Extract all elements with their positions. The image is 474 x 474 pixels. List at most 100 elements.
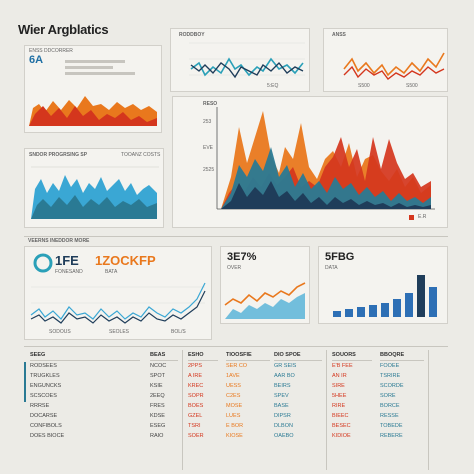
table-header: SOUORS — [332, 350, 372, 361]
table-cell: DOCARSE — [30, 413, 58, 419]
table-cell: OAEBO — [274, 433, 294, 439]
table-cell: FOOEE — [380, 363, 400, 369]
table-col-5: SOUORS E'B FEE AN IR SIRE 5HEE RIRE BIEE… — [332, 350, 372, 441]
table-cell: TOBEDE — [380, 423, 403, 429]
table-header: DIO SPOE — [274, 350, 322, 361]
chart1-line-navy — [190, 61, 304, 79]
kpi-4-label: DATA — [325, 265, 338, 271]
table-col-divider — [326, 350, 327, 470]
table-col-6: BBOQRE FOOEE TSRIRE SCORDE SORE BORCE RE… — [380, 350, 424, 441]
table-col-divider — [428, 350, 429, 470]
table-cell: KIOSE — [226, 433, 243, 439]
table-cell: BEIRS — [274, 383, 291, 389]
summary-area-chart — [29, 60, 157, 126]
kpi4-bar — [429, 287, 437, 317]
table-cell: LUES — [226, 413, 241, 419]
page-title: Wier Argblatics — [18, 22, 109, 37]
chart4-area-teal — [31, 195, 157, 219]
table-cell: TSRI — [188, 423, 201, 429]
table-cell: RESSE — [380, 413, 399, 419]
table-cell: REBERE — [380, 433, 403, 439]
line-chart-1: RODDBOY 5:EQ — [170, 28, 310, 92]
main-chart-ytick: 2525 — [203, 167, 215, 173]
table-cell: 5HEE — [332, 393, 347, 399]
chart2-line-red — [343, 65, 445, 80]
main-area-chart: RESO 253 EVE 2525 E.R — [172, 96, 448, 228]
table-cell: E'B FEE — [332, 363, 353, 369]
kpi4-bar — [357, 307, 365, 317]
blue-area-chart: SNDOR PROGRSING SP TOOANZ COSTS — [24, 148, 164, 228]
table-cell: SOER — [188, 433, 204, 439]
table-cell: 2EEQ — [150, 393, 165, 399]
table-cell: SER CO — [226, 363, 248, 369]
table-cell: DOES BIOCE — [30, 433, 65, 439]
kpi-2-label: BATA — [105, 269, 118, 275]
table-cell: UESS — [226, 383, 241, 389]
table-cell: RRRSE — [30, 403, 50, 409]
table-col-3: TIOOSFIE SER CO 1AVE UESS C2ES MOSE LUES… — [226, 350, 270, 441]
table-cell: MOSE — [226, 403, 243, 409]
summary-label: ENSS DDCORRER — [29, 48, 73, 54]
summary-tile: ENSS DDCORRER 6A — [24, 45, 162, 133]
table-cell: ENGUNCKS — [30, 383, 62, 389]
main-area-navy — [221, 181, 431, 209]
table-header: BEAS — [150, 350, 178, 361]
main-chart-ytick: EVE — [203, 145, 214, 151]
donut-ring — [33, 253, 53, 273]
chart1-tick: 5:EQ — [267, 83, 279, 89]
kpi-4-value: 5FBG — [325, 251, 355, 263]
kpi-area-panel: 3E7% OVER — [220, 246, 310, 324]
kpi4-bar — [345, 309, 353, 317]
table-cell: E BOR — [226, 423, 244, 429]
kpi4-bar — [333, 311, 341, 317]
table-cell: SPOT — [150, 373, 165, 379]
kpi-line-panel: 1FE 1ZOCKFP FONESAND BATA SODOUS SEOLES … — [24, 246, 212, 340]
table-cell: RODSEES — [30, 363, 57, 369]
table-cell: BESEC — [332, 423, 351, 429]
table-cell: RIRE — [332, 403, 346, 409]
kpi-line-navy — [30, 290, 206, 324]
kpi-axis-label: SEOLES — [109, 329, 130, 335]
kpi4-bar — [405, 293, 413, 317]
kpi3-area-light — [225, 293, 305, 319]
summary-hbar — [65, 72, 135, 75]
table-col-divider — [182, 350, 183, 470]
table-cell: SCORDE — [380, 383, 404, 389]
table-header: ESHO — [188, 350, 218, 361]
chart2-line-orange — [343, 52, 445, 77]
main-chart-legend: E.R — [418, 214, 427, 220]
table-cell: BOES — [188, 403, 204, 409]
kpi4-bar — [381, 303, 389, 317]
table-cell: RAIO — [150, 433, 164, 439]
table-cell: FRES — [150, 403, 165, 409]
table-cell: GR SEIS — [274, 363, 297, 369]
table-cell: SOPR — [188, 393, 204, 399]
main-chart-legend-swatch — [409, 215, 414, 220]
table-cell: KDSE — [150, 413, 165, 419]
table-col-left: SEEG RODSEES TRUGKLES ENGUNCKS SCSCOES R… — [30, 350, 140, 441]
table-cell: TRUGKLES — [30, 373, 60, 379]
table-cell: AN IR — [332, 373, 347, 379]
chart2-label: ANSS — [332, 32, 346, 38]
kpi-line-light — [30, 282, 206, 320]
summary-hbar — [65, 60, 125, 63]
chart2-tick: S500 — [406, 83, 418, 89]
table-cell: SIRE — [332, 383, 345, 389]
table-cell: DLBON — [274, 423, 293, 429]
table-cell: KREC — [188, 383, 204, 389]
section-header: VEERNS INEDDOR MORE — [28, 238, 90, 244]
table-row-marker — [24, 362, 26, 402]
table-header: SEEG — [30, 350, 140, 361]
kpi-axis-label: SODOUS — [49, 329, 71, 335]
donut-icon — [33, 253, 53, 273]
table-col-2: ESHO 2PPS A IRE KREC SOPR BOES GZEL TSRI… — [188, 350, 218, 441]
kpi-3-label: OVER — [227, 265, 242, 271]
table-cell: BORCE — [380, 403, 400, 409]
section-divider — [24, 236, 448, 237]
table-cell: 1AVE — [226, 373, 240, 379]
table-cell: KIDIOE — [332, 433, 351, 439]
chart2-tick: S500 — [358, 83, 370, 89]
summary-value: 6A — [29, 54, 44, 66]
summary-area-red — [29, 106, 157, 126]
kpi4-bar — [393, 299, 401, 317]
